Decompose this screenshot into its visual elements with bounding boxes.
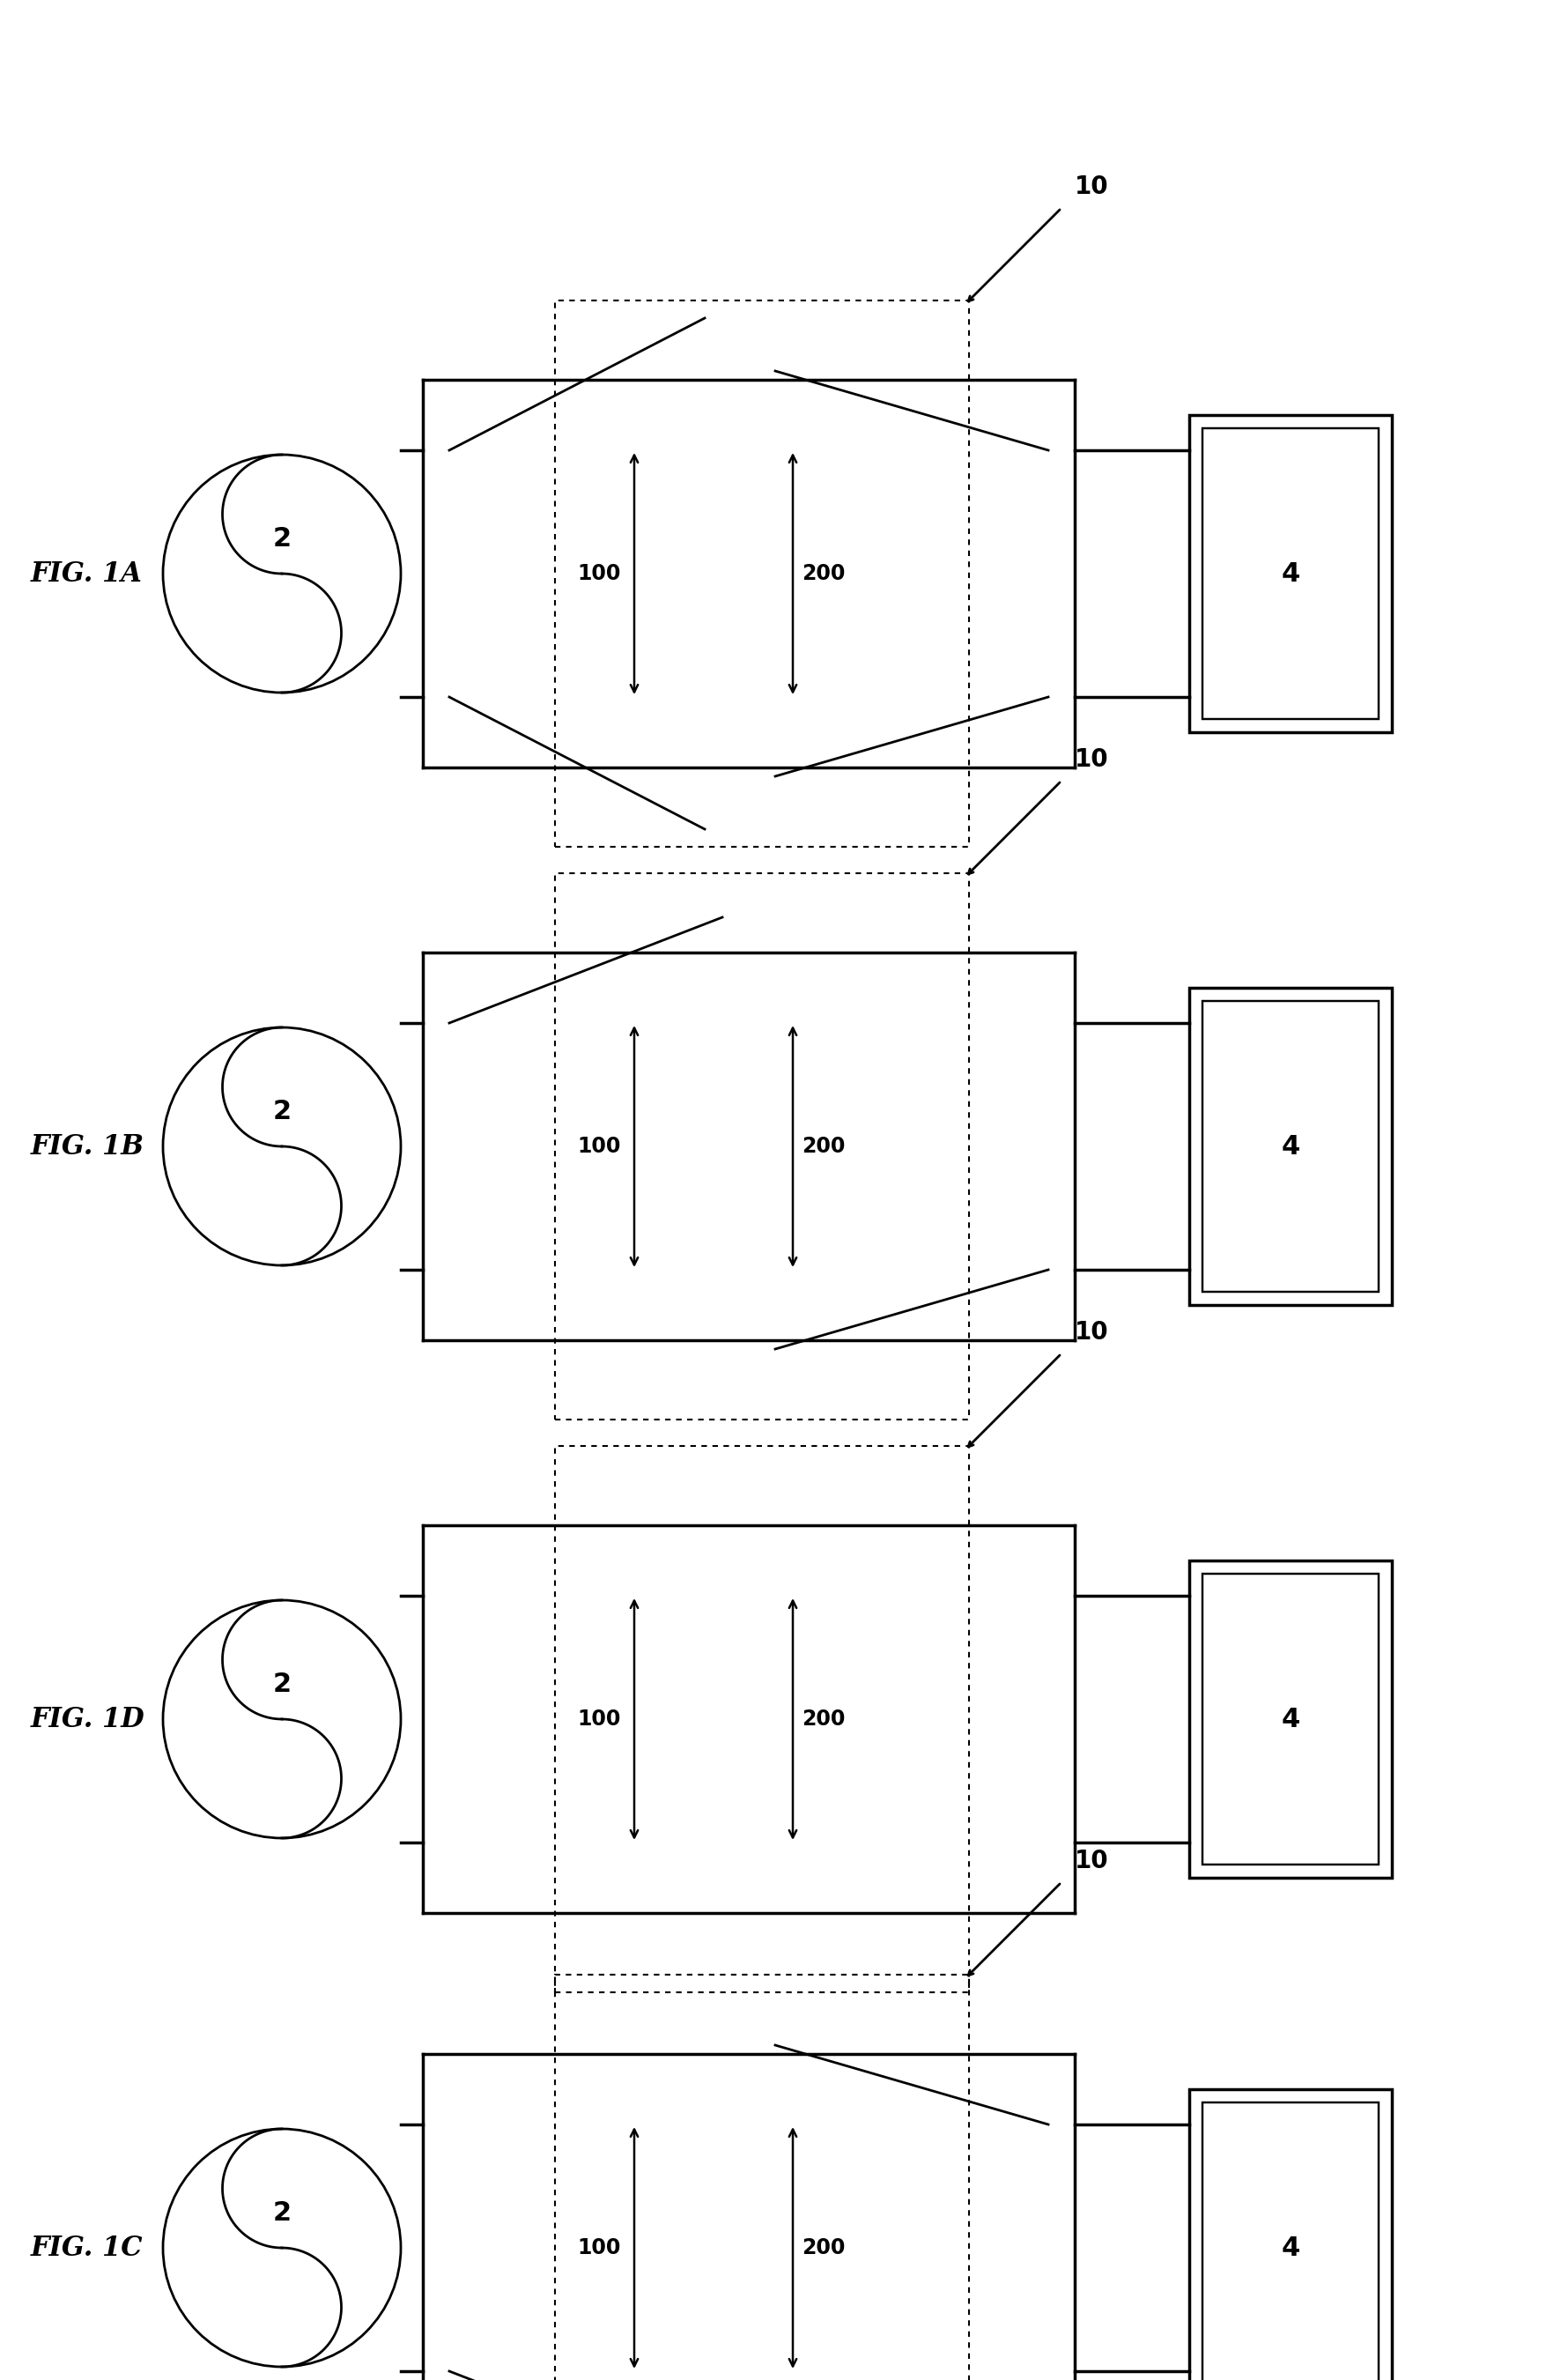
Bar bbox=[1189, 1561, 1391, 1878]
Text: 2: 2 bbox=[272, 2199, 291, 2225]
Text: 4: 4 bbox=[1280, 2235, 1299, 2261]
Bar bbox=[555, 300, 968, 847]
Text: 200: 200 bbox=[801, 564, 844, 583]
Text: 10: 10 bbox=[1074, 747, 1108, 771]
Text: 100: 100 bbox=[577, 1135, 620, 1157]
Text: 10: 10 bbox=[1074, 174, 1108, 200]
Bar bbox=[555, 1975, 968, 2380]
Bar bbox=[1189, 414, 1391, 733]
Text: FIG. 1A: FIG. 1A bbox=[31, 559, 142, 588]
Text: FIG. 1D: FIG. 1D bbox=[31, 1706, 145, 1733]
Text: 4: 4 bbox=[1280, 562, 1299, 585]
Text: 4: 4 bbox=[1280, 1133, 1299, 1159]
Text: 2: 2 bbox=[272, 1671, 291, 1697]
Text: 10: 10 bbox=[1074, 1321, 1108, 1345]
Text: 2: 2 bbox=[272, 526, 291, 552]
Text: FIG. 1B: FIG. 1B bbox=[31, 1133, 144, 1159]
Bar bbox=[1201, 428, 1377, 719]
Text: 200: 200 bbox=[801, 2237, 844, 2259]
Bar bbox=[555, 1447, 968, 1992]
Text: 100: 100 bbox=[577, 2237, 620, 2259]
Text: 10: 10 bbox=[1074, 1849, 1108, 1873]
Bar bbox=[1189, 2090, 1391, 2380]
Bar bbox=[555, 873, 968, 1418]
Text: 2: 2 bbox=[272, 1097, 291, 1123]
Bar bbox=[1201, 1002, 1377, 1292]
Bar bbox=[1189, 988, 1391, 1304]
Bar bbox=[1201, 1573, 1377, 1864]
Text: 100: 100 bbox=[577, 1709, 620, 1730]
Text: 100: 100 bbox=[577, 564, 620, 583]
Text: 200: 200 bbox=[801, 1709, 844, 1730]
Text: 200: 200 bbox=[801, 1135, 844, 1157]
Text: 4: 4 bbox=[1280, 1706, 1299, 1733]
Bar bbox=[1201, 2102, 1377, 2380]
Text: FIG. 1C: FIG. 1C bbox=[31, 2235, 144, 2261]
